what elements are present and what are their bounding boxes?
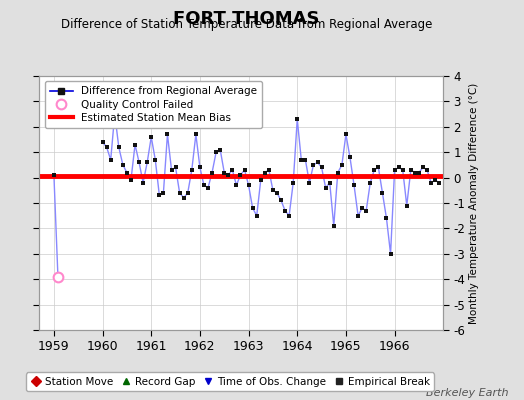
- Legend: Station Move, Record Gap, Time of Obs. Change, Empirical Break: Station Move, Record Gap, Time of Obs. C…: [26, 372, 434, 391]
- Text: Berkeley Earth: Berkeley Earth: [426, 388, 508, 398]
- Text: FORT THOMAS: FORT THOMAS: [173, 10, 320, 28]
- Y-axis label: Monthly Temperature Anomaly Difference (°C): Monthly Temperature Anomaly Difference (…: [469, 82, 479, 324]
- Legend: Difference from Regional Average, Quality Control Failed, Estimated Station Mean: Difference from Regional Average, Qualit…: [45, 81, 262, 128]
- Text: Difference of Station Temperature Data from Regional Average: Difference of Station Temperature Data f…: [61, 18, 432, 31]
